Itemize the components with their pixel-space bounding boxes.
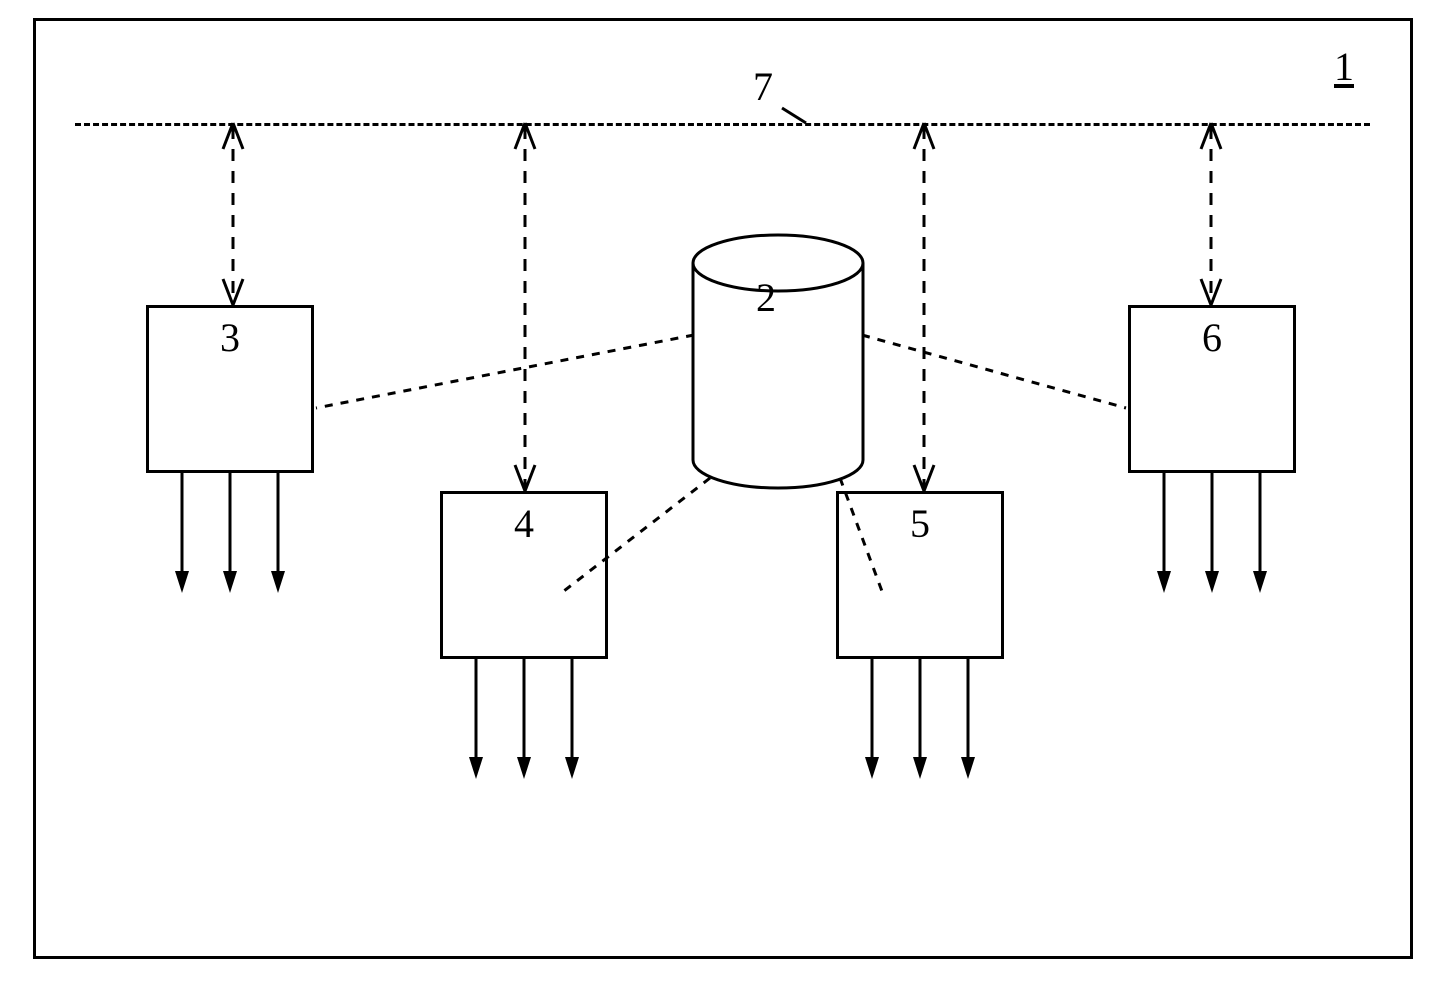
cylinder-label: 2 <box>756 274 776 321</box>
outer-border <box>33 18 1413 959</box>
node-box-6: 6 <box>1128 305 1296 473</box>
node-label-5: 5 <box>910 500 930 547</box>
node-box-4: 4 <box>440 491 608 659</box>
diagram-canvas: 1 7 2 3 4 5 6 <box>0 0 1447 991</box>
node-box-5: 5 <box>836 491 1004 659</box>
bus-line <box>75 123 1370 126</box>
node-label-3: 3 <box>220 314 240 361</box>
node-box-3: 3 <box>146 305 314 473</box>
node-label-6: 6 <box>1202 314 1222 361</box>
node-label-4: 4 <box>514 500 534 547</box>
bus-label: 7 <box>753 63 773 110</box>
system-id-label: 1 <box>1334 43 1354 90</box>
